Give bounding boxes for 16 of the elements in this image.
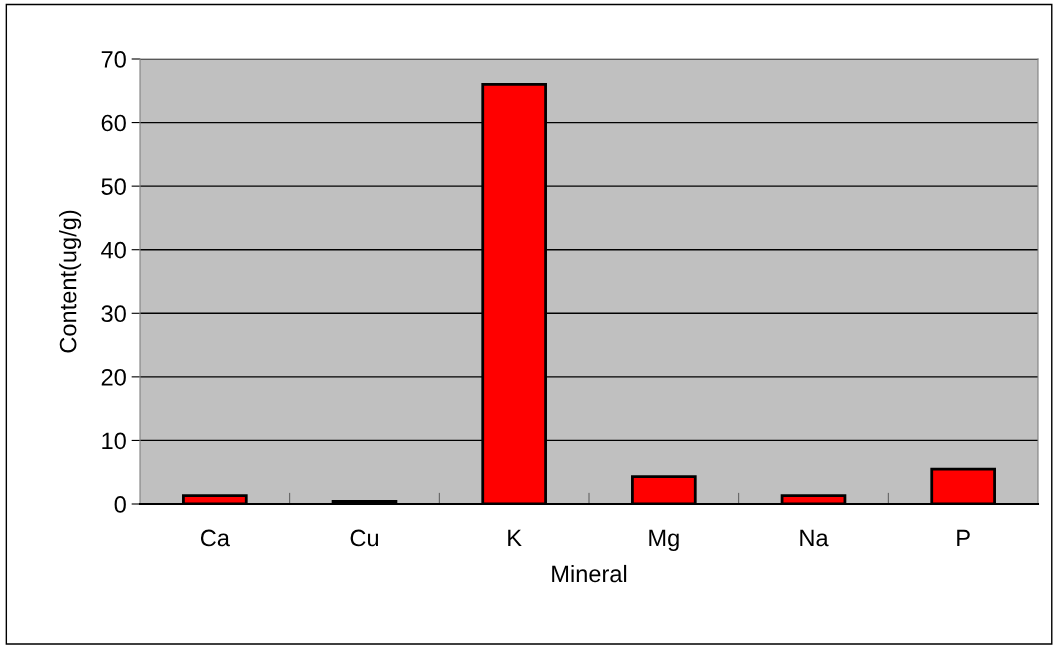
y-tick-label: 50 [101, 178, 126, 195]
y-tick-label: 70 [101, 51, 126, 68]
x-tick-label: K [508, 529, 522, 547]
y-tick-label: 0 [114, 496, 126, 513]
y-tick-label: 20 [101, 368, 126, 386]
y-tick-label: 40 [101, 241, 126, 259]
x-tick-label: Cu [350, 529, 379, 547]
x-tick-label: Na [800, 529, 829, 547]
y-tick-label: 30 [101, 305, 126, 323]
y-tick-label: 10 [102, 432, 126, 450]
y-tick-label: 60 [101, 114, 126, 132]
x-axis-title: Mineral [552, 564, 627, 583]
y-axis-title: Content(ug/g) [59, 210, 82, 353]
x-tick-label: P [957, 529, 970, 547]
x-tick-label: Mg [649, 529, 679, 552]
x-tick-label: Ca [200, 529, 230, 547]
